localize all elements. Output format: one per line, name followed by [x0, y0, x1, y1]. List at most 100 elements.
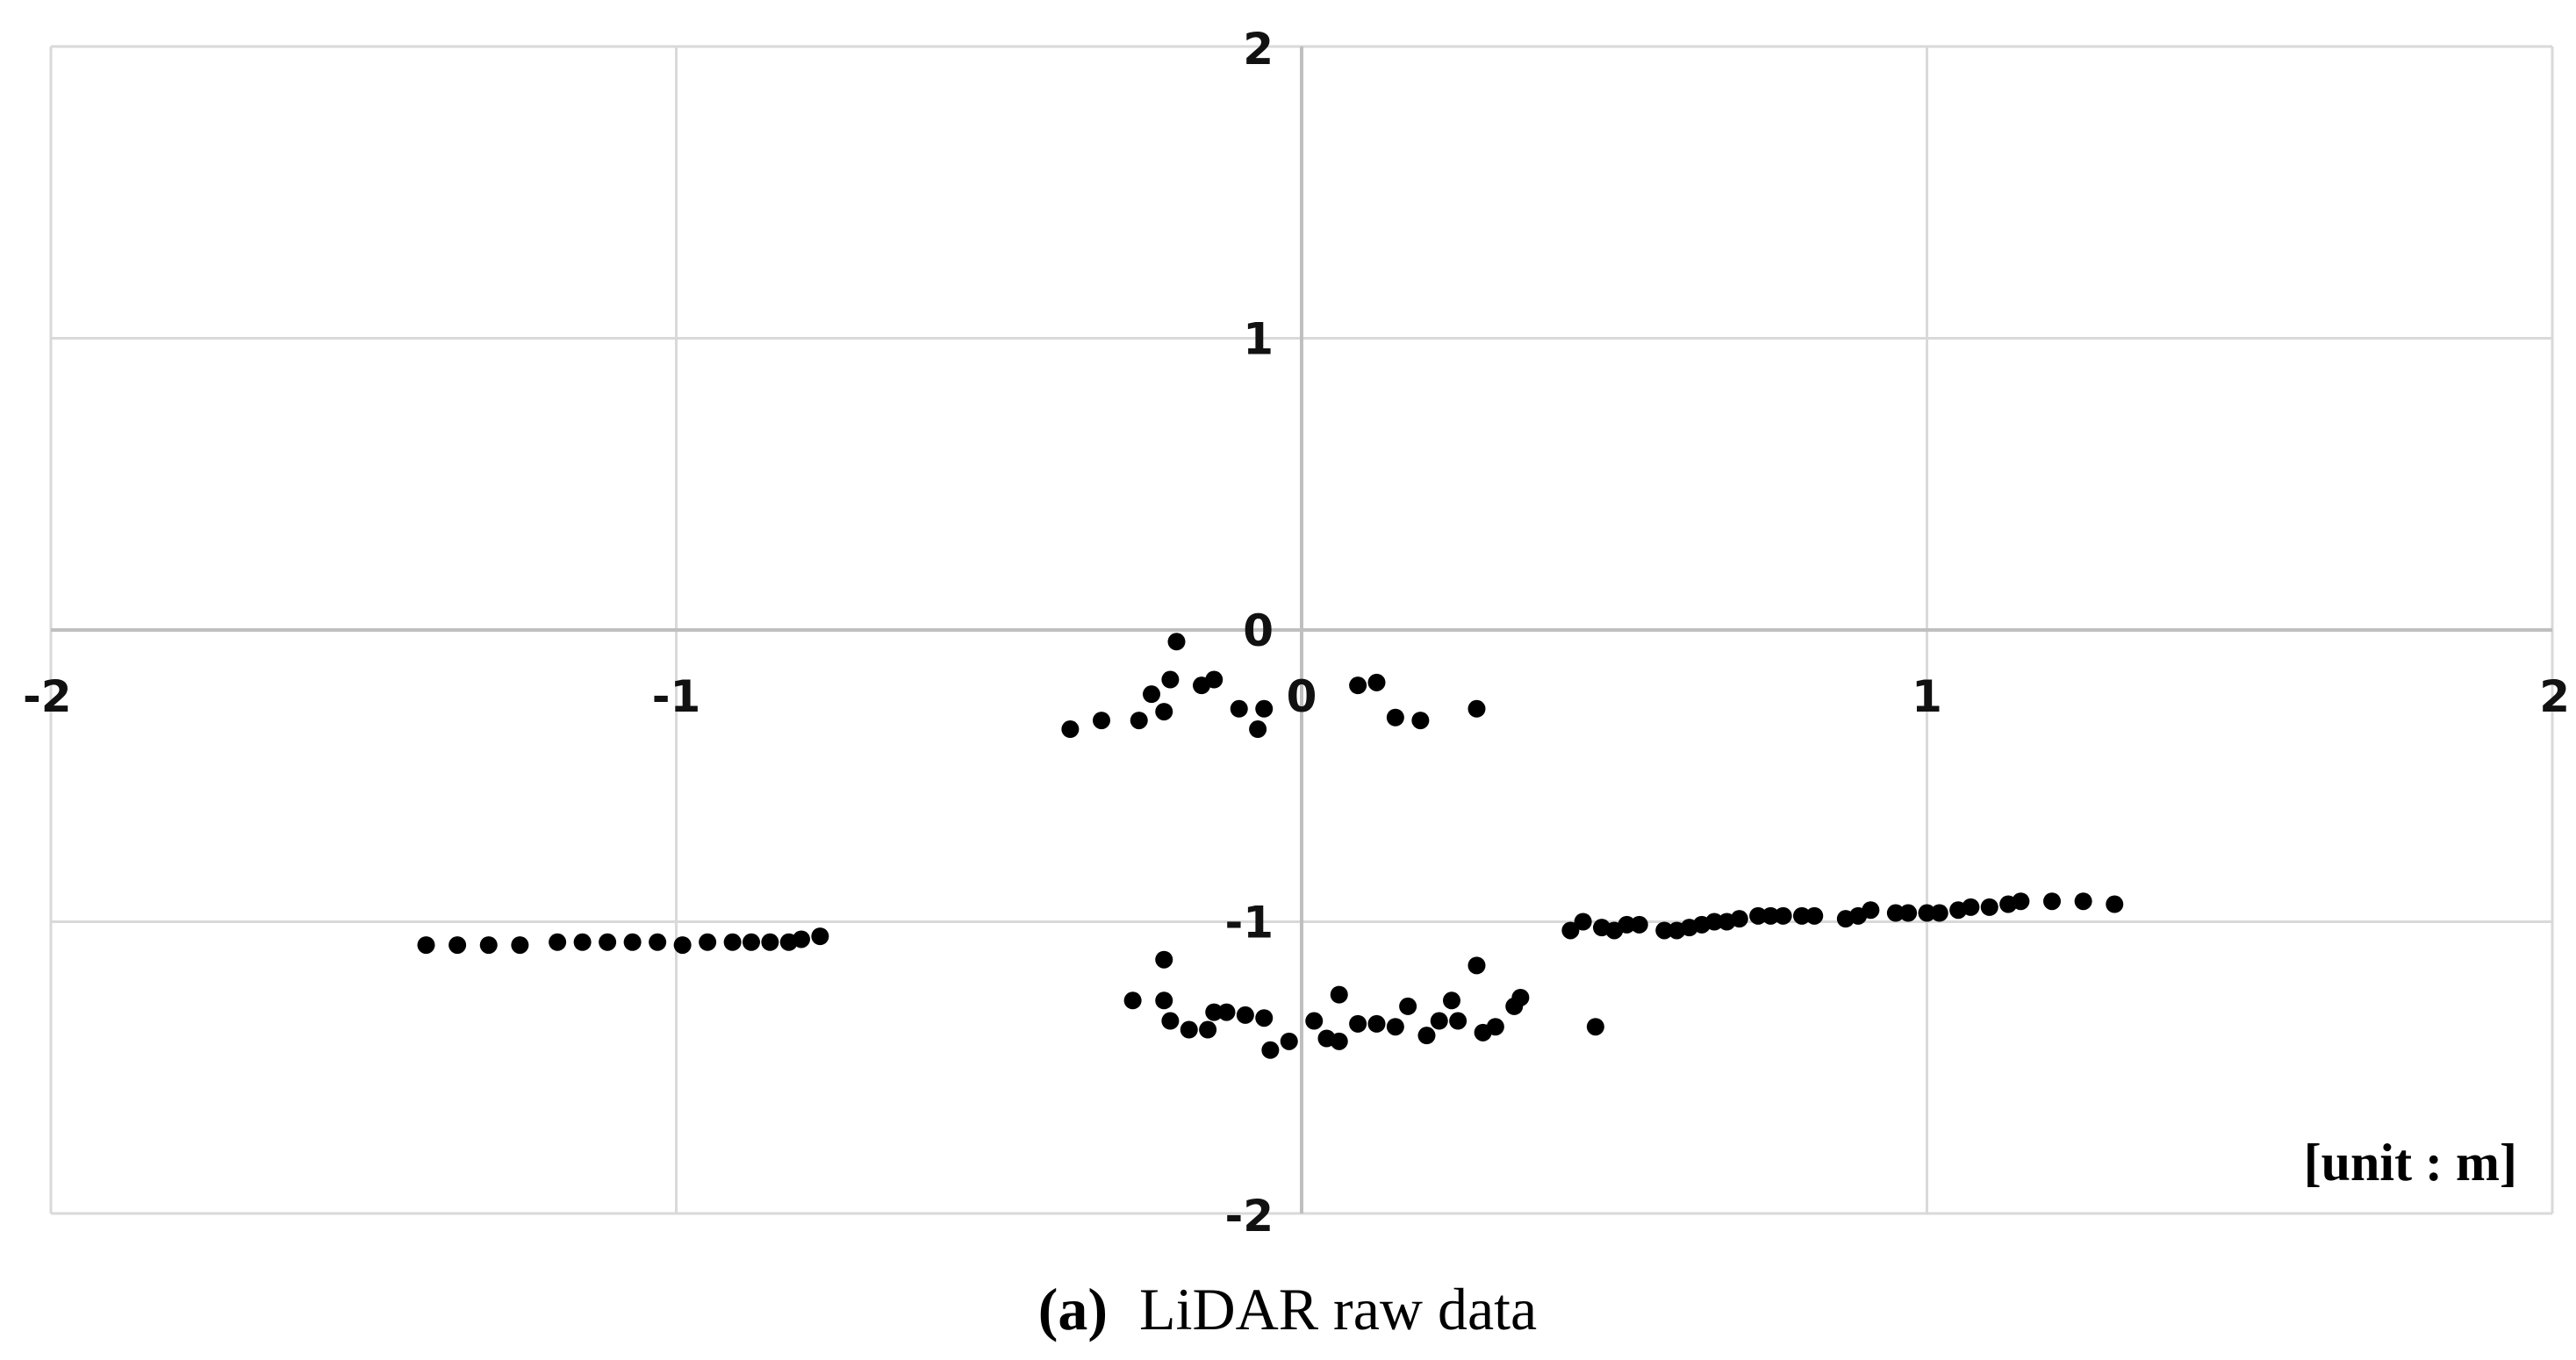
data-point: [1161, 670, 1180, 689]
data-point: [1236, 1006, 1254, 1024]
y-tick-label: -1: [1224, 898, 1274, 948]
data-point: [2043, 892, 2061, 911]
data-point: [1630, 915, 1648, 934]
data-point: [448, 936, 467, 955]
data-point: [1199, 1020, 1217, 1039]
data-point: [549, 933, 567, 951]
data-point: [1249, 720, 1267, 739]
x-tick-label: -2: [23, 671, 72, 722]
data-point: [1255, 1009, 1274, 1027]
data-point: [723, 933, 742, 951]
data-point: [1862, 901, 1880, 920]
data-point: [1399, 997, 1417, 1015]
data-point: [2106, 895, 2124, 913]
data-point: [1762, 906, 1780, 925]
data-point: [1367, 673, 1386, 691]
data-point: [1918, 904, 1936, 922]
data-points: [417, 633, 2124, 1059]
data-point: [1167, 633, 1186, 651]
data-point: [1349, 1014, 1367, 1033]
data-point: [623, 933, 642, 951]
data-point: [1886, 904, 1905, 922]
caption-tag: (a): [1038, 1276, 1108, 1342]
x-tick-label: -1: [652, 671, 701, 722]
data-point: [1123, 991, 1142, 1010]
data-point: [1155, 950, 1173, 969]
data-point: [1155, 703, 1173, 721]
unit-label: [unit : m]: [2304, 1134, 2517, 1192]
data-point: [1367, 1014, 1386, 1033]
data-point: [1411, 712, 1430, 730]
data-point: [1486, 1018, 1504, 1036]
data-point: [1980, 898, 1998, 916]
data-point: [1305, 1012, 1324, 1030]
data-point: [1130, 712, 1148, 730]
data-point: [2074, 892, 2092, 911]
y-tick-label: -2: [1224, 1191, 1274, 1242]
caption-text: LiDAR raw data: [1139, 1276, 1537, 1342]
data-point: [1349, 676, 1367, 695]
x-tick-label: 0: [1287, 671, 1317, 722]
data-point: [1930, 904, 1948, 922]
data-point: [2012, 892, 2030, 911]
data-point: [1561, 921, 1580, 940]
data-point: [1386, 708, 1404, 727]
x-tick-label: 2: [2539, 671, 2570, 722]
data-point: [1155, 991, 1173, 1010]
data-point: [1230, 699, 1248, 718]
data-point: [793, 930, 810, 948]
figure-caption: (a) LiDAR raw data: [1038, 1276, 1538, 1342]
data-point: [1730, 910, 1748, 928]
data-point: [1205, 670, 1223, 689]
axes: [51, 47, 2552, 1213]
x-tick-label: 1: [1912, 671, 1942, 722]
data-point: [673, 936, 692, 955]
data-point: [743, 933, 760, 951]
data-point: [511, 936, 529, 955]
data-point: [1217, 1003, 1236, 1021]
data-point: [1586, 1018, 1604, 1036]
tick-labels: -2 -1 0 1 2 2 1 0 -1 -2: [23, 24, 2570, 1242]
data-point: [1793, 906, 1811, 925]
data-point: [599, 933, 617, 951]
data-point: [1805, 906, 1824, 925]
data-point: [1280, 1032, 1298, 1050]
data-point: [573, 933, 592, 951]
data-point: [1962, 898, 1980, 916]
data-point: [1705, 913, 1724, 931]
data-point: [1386, 1018, 1404, 1036]
y-tick-label: 1: [1243, 314, 1274, 365]
data-point: [649, 933, 667, 951]
data-point: [1061, 720, 1080, 739]
data-point: [1774, 906, 1792, 925]
y-tick-label: 0: [1243, 605, 1274, 656]
data-point: [761, 933, 779, 951]
data-point: [1143, 685, 1160, 704]
data-point: [1467, 956, 1486, 975]
data-point: [1655, 921, 1674, 940]
data-point: [479, 936, 498, 955]
data-point: [811, 927, 829, 946]
data-point: [1205, 1003, 1223, 1021]
data-point: [1899, 904, 1918, 922]
data-point: [417, 936, 435, 955]
data-point: [1511, 988, 1530, 1006]
data-point: [1255, 699, 1274, 718]
data-point: [1417, 1027, 1436, 1045]
data-point: [1261, 1041, 1280, 1059]
data-point: [1161, 1012, 1180, 1030]
data-point: [1749, 906, 1768, 925]
data-point: [1618, 915, 1636, 934]
data-point: [699, 933, 717, 951]
data-point: [1093, 712, 1110, 730]
data-point: [1330, 1032, 1348, 1050]
data-point: [1467, 699, 1486, 718]
data-point: [1180, 1020, 1198, 1039]
y-tick-label: 2: [1243, 24, 1274, 75]
data-point: [1574, 913, 1592, 931]
data-point: [1443, 991, 1460, 1010]
data-point: [1330, 985, 1348, 1004]
data-point: [1430, 1012, 1448, 1030]
data-point: [1449, 1012, 1467, 1030]
